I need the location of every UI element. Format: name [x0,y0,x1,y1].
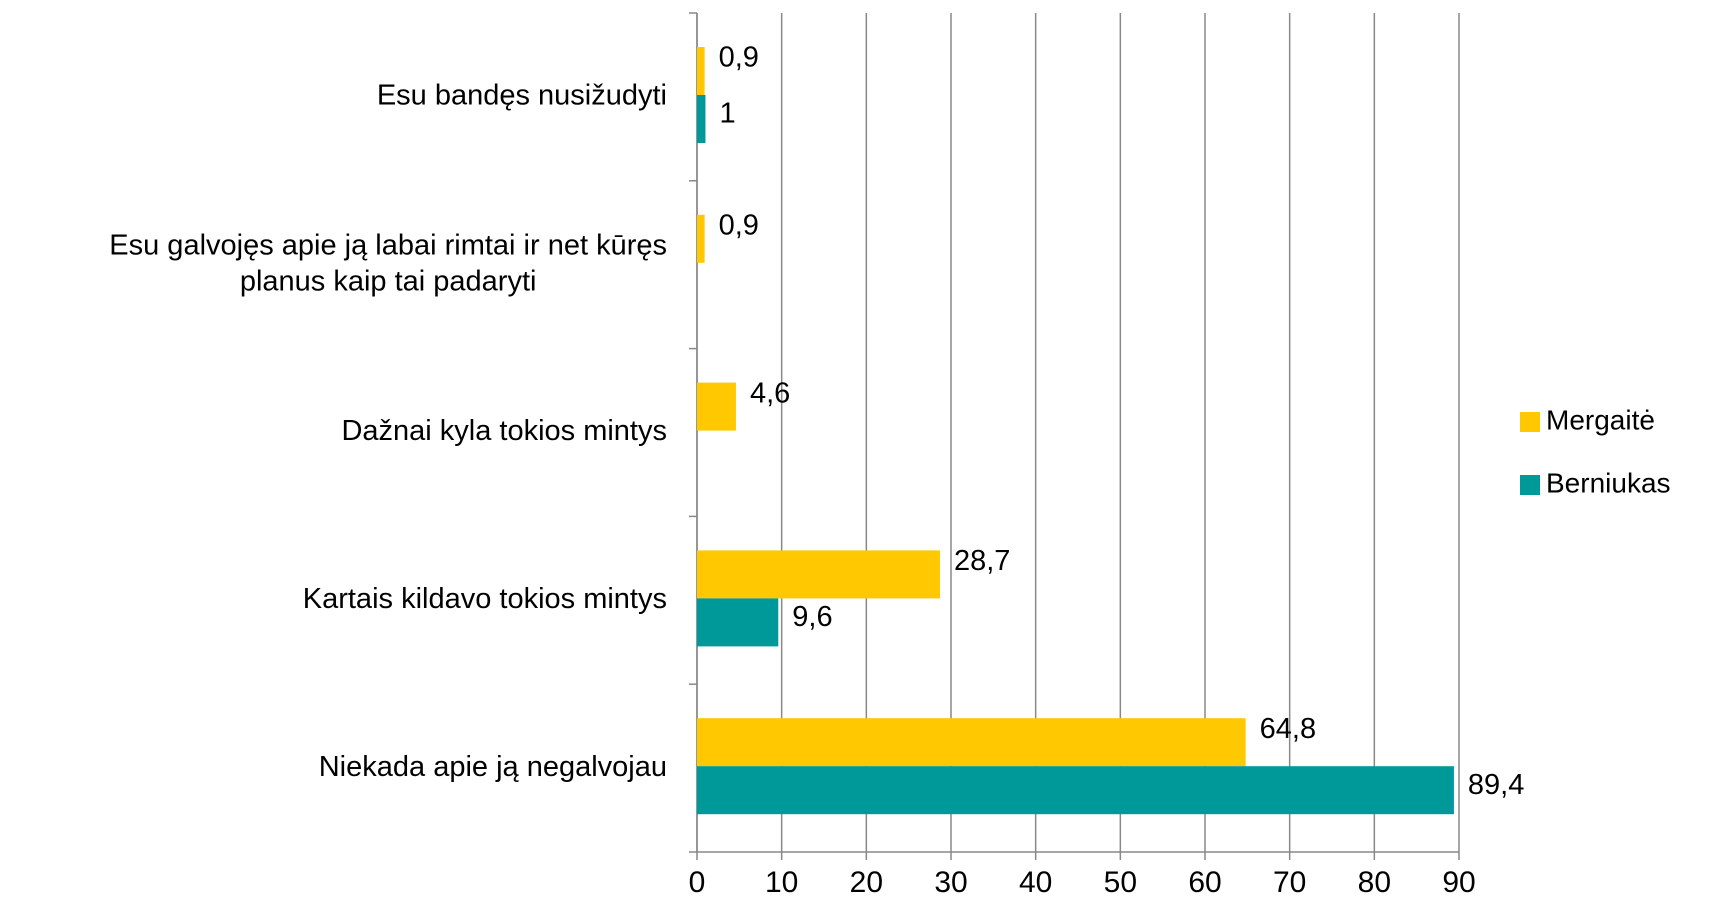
legend-label: Berniukas [1546,467,1671,498]
bar [697,214,705,263]
bar [697,382,736,431]
bar [697,550,940,599]
bar [697,95,706,143]
x-tick-label: 10 [765,866,798,899]
data-label: 9,6 [792,601,832,633]
x-tick-label: 70 [1273,866,1306,899]
x-tick-label: 60 [1188,866,1221,899]
y-tick-label: Niekada apie ją negalvojau [319,751,667,783]
data-label: 4,6 [750,377,790,409]
y-tick-label: Esu galvojęs apie ją labai rimtai ir net… [109,229,667,297]
data-label: 1 [719,98,735,130]
bar [697,598,779,647]
x-tick-label: 80 [1358,866,1391,899]
legend-swatch [1520,475,1540,495]
bar [697,766,1454,815]
legend-label: Mergaitė [1546,404,1655,435]
x-tick-label: 30 [934,866,967,899]
x-tick-label: 40 [1019,866,1052,899]
y-tick-label: Kartais kildavo tokios mintys [303,583,667,615]
data-label: 28,7 [954,545,1010,577]
bar [697,47,705,95]
x-tick-label: 90 [1442,866,1475,899]
y-tick-label: Esu bandęs nusižudyti [377,80,667,112]
bar [697,718,1246,767]
data-label: 64,8 [1260,713,1316,745]
x-tick-label: 50 [1104,866,1137,899]
x-tick-label: 0 [689,866,706,899]
data-label: 89,4 [1468,769,1524,801]
data-label: 0,9 [719,209,759,241]
legend-swatch [1520,412,1540,432]
x-tick-label: 20 [850,866,883,899]
data-label: 0,9 [719,42,759,74]
y-tick-label: Dažnai kyla tokios mintys [341,415,667,447]
